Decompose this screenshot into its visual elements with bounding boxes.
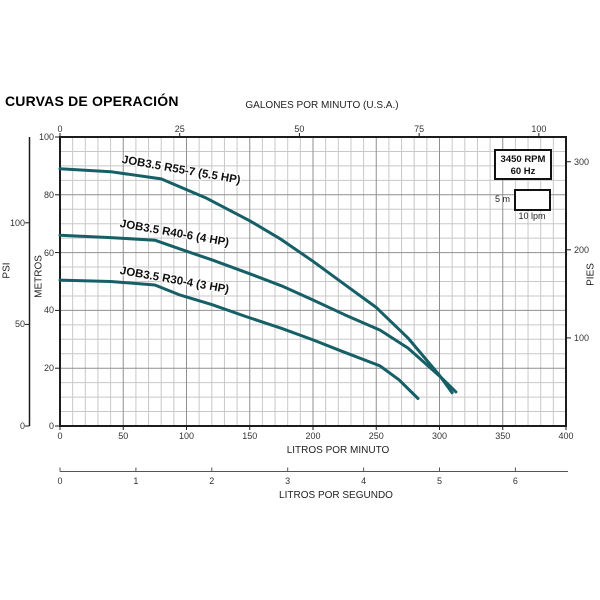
grid-scale-width-label: 10 lpm (518, 211, 546, 221)
rpm-value: 3450 RPM (500, 154, 546, 165)
pies-axis-label: PIES (585, 263, 597, 286)
pump-curve-2 (58, 278, 420, 400)
pump-curve-0 (58, 167, 454, 395)
pump-curve-1 (58, 233, 458, 394)
rpm-info-box: 3450 RPM 60 Hz (494, 149, 552, 180)
psi-axis-label: PSI (1, 262, 13, 279)
bottom-axis-title: LITROS POR MINUTO (286, 445, 390, 456)
metros-axis-label: METROS (33, 255, 45, 298)
top-axis-title: GALONES POR MINUTO (U.S.A.) (245, 100, 399, 111)
grid-scale-height-label: 5 m (494, 194, 510, 204)
secondary-axis-title: LITROS POR SEGUNDO (279, 490, 393, 501)
grid-scale-box (514, 189, 551, 211)
frequency-value: 60 Hz (510, 166, 536, 177)
page-title: CURVAS DE OPERACIÓN (5, 93, 179, 109)
